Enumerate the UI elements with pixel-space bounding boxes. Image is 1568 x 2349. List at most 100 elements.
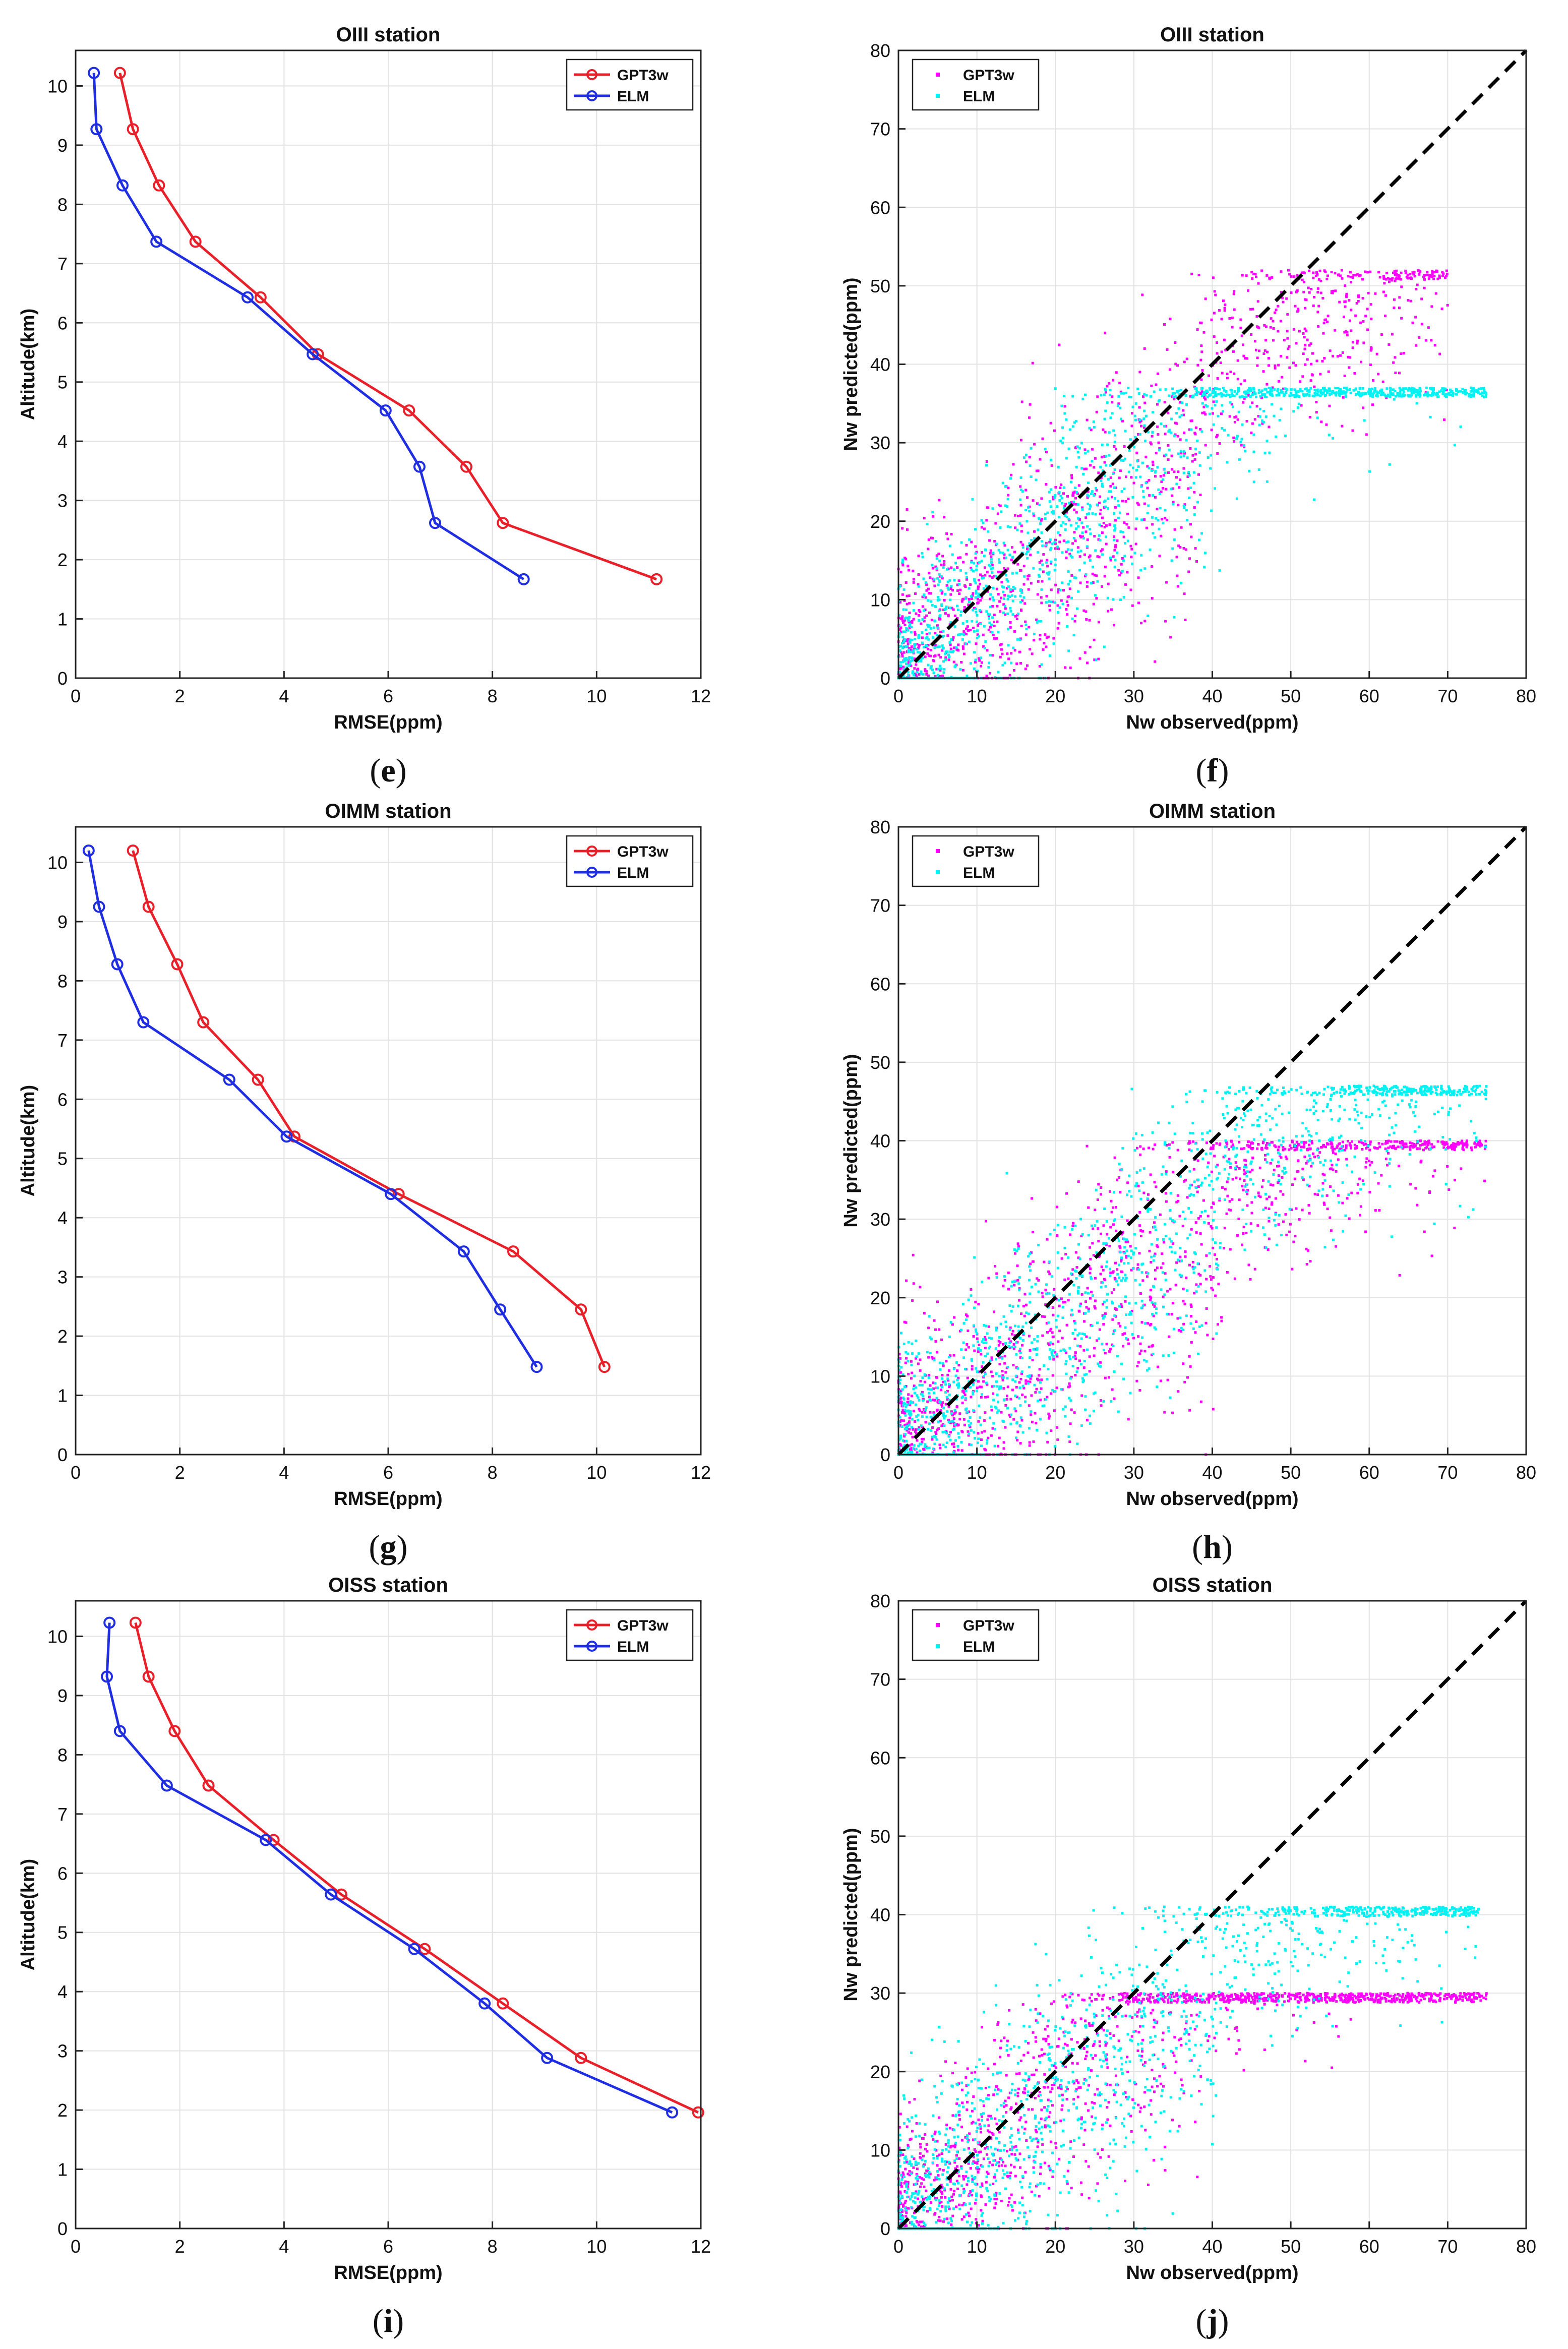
x-tick-label: 60 [1359,686,1379,706]
scatter-point [1091,460,1094,463]
scatter-point [917,634,920,637]
scatter-point [1133,445,1136,448]
scatter-point [1323,386,1326,389]
scatter-point [1302,394,1305,397]
scatter-point [1002,586,1005,589]
scatter-point [995,587,998,590]
scatter-point [989,630,992,633]
scatter-point [1177,452,1180,455]
scatter-point [1382,275,1385,278]
scatter-point [968,640,971,643]
scatter-point [1002,567,1005,570]
scatter-point [1208,412,1211,415]
y-tick-label: 3 [57,491,68,511]
scatter-point [1067,548,1070,551]
scatter-point [1177,504,1180,507]
scatter-point [1337,1158,1340,1161]
scatter-point [1257,1143,1260,1146]
scatter-point [1117,402,1120,405]
scatter-point [999,655,1002,658]
scatter-point [1473,1131,1476,1134]
scatter-point [1086,496,1089,499]
scatter-point [1193,506,1196,509]
scatter-point [1113,512,1116,515]
scatter-point [938,617,941,620]
scatter-point [1438,352,1441,355]
scatter-point [1312,1112,1315,1115]
scatter-point [951,1323,954,1326]
scatter-point [1217,1283,1220,1286]
scatter-point [1271,1158,1274,1161]
scatter-point [1308,1139,1311,1142]
scatter-point [1219,362,1222,365]
scatter-point [1284,1155,1287,1158]
scatter-point [1412,273,1415,276]
scatter-point [952,608,955,611]
scatter-point [969,583,972,586]
scatter-point [1053,1409,1056,1412]
scatter-point [1185,519,1188,522]
scatter-point [1007,494,1010,497]
scatter-point [1194,453,1197,456]
scatter-point [1260,1148,1263,1151]
scatter-point [986,1352,989,1355]
scatter-point [964,572,968,575]
scatter-point [1240,444,1243,447]
scatter-point [1122,535,1125,538]
scatter-point [1337,273,1340,276]
scatter-point [1139,1234,1142,1237]
scatter-point [1039,1399,1042,1402]
scatter-point [1382,1089,1385,1092]
scatter-point [1143,439,1147,442]
scatter-point [1404,269,1407,272]
scatter-point [1263,451,1267,454]
scatter-point [976,1332,979,1335]
scatter-point [955,1405,958,1408]
scatter-point [949,650,952,653]
scatter-point [960,600,963,603]
scatter-point [1007,644,1010,647]
scatter-point [1310,1165,1313,1168]
scatter-point [1355,1146,1358,1149]
scatter-point [1419,393,1422,396]
scatter-point [1139,1153,1142,1156]
scatter-point [990,1356,993,1359]
scatter-point [1112,429,1115,432]
scatter-point [1054,542,1057,545]
scatter-point [1106,1233,1109,1236]
scatter-point [1472,391,1475,394]
scatter-point [1056,1234,1059,1237]
scatter-point [1116,1268,1119,1271]
scatter-point [1072,503,1075,506]
scatter-point [1205,1141,1208,1145]
scatter-point [1373,389,1376,392]
scatter-point [1102,428,1105,431]
scatter-point [1044,1303,1047,1306]
scatter-point [959,569,962,572]
scatter-point [935,634,938,637]
scatter-point [931,577,934,580]
scatter-point [1389,388,1392,391]
scatter-point [1239,318,1242,321]
scatter-point [1019,594,1022,597]
scatter-point [1068,1440,1071,1443]
scatter-point [1382,277,1385,280]
scatter-point [1217,414,1220,417]
scatter-point [1218,569,1221,572]
scatter-point [1371,394,1374,397]
scatter-point [920,670,923,673]
scatter-point [1002,1447,1005,1450]
scatter-point [1149,1289,1152,1292]
scatter-point [1071,556,1074,559]
scatter-point [1076,607,1079,610]
scatter-point [1469,395,1472,398]
scatter-point [1388,463,1391,466]
scatter-point [983,555,986,558]
scatter-point [1130,548,1133,551]
scatter-point [1048,609,1051,612]
scatter-point [1484,395,1487,398]
scatter-point [994,575,997,578]
scatter-point [950,585,953,588]
scatter-point [1242,444,1245,447]
scatter-point [1013,1248,1016,1251]
